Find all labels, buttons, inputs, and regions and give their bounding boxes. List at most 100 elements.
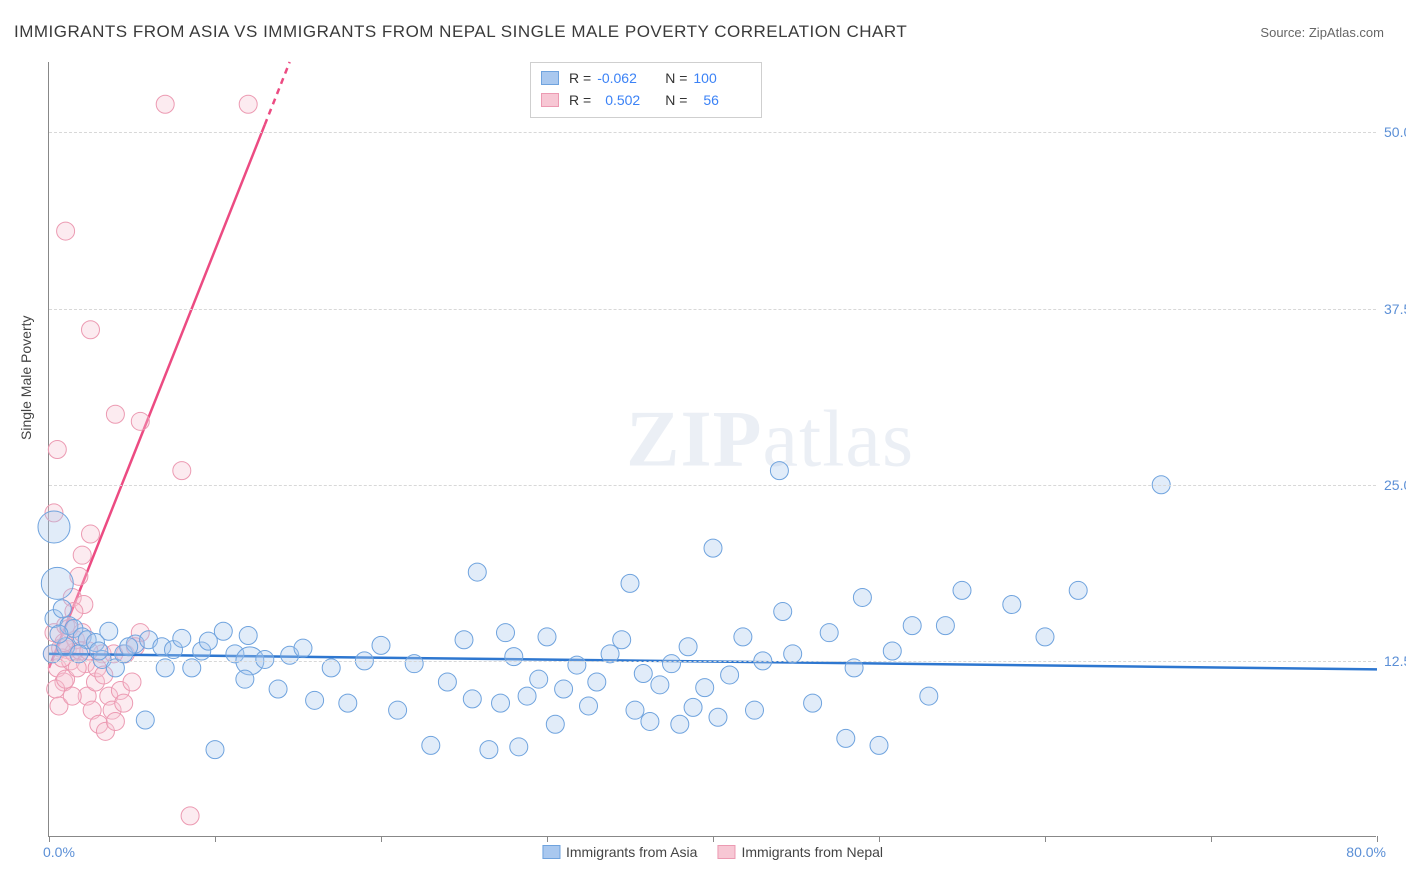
data-point — [269, 680, 287, 698]
x-tick — [713, 836, 714, 842]
data-point — [679, 638, 697, 656]
legend-stats: R = -0.062 N = 100 R = 0.502 N = 56 — [530, 62, 762, 118]
data-point — [136, 711, 154, 729]
data-point — [530, 670, 548, 688]
data-point — [339, 694, 357, 712]
stat-r-value: 0.502 — [597, 92, 655, 108]
data-point — [613, 631, 631, 649]
data-point — [53, 600, 71, 618]
data-point — [588, 673, 606, 691]
data-point — [239, 95, 257, 113]
data-point — [463, 690, 481, 708]
stat-r-label: R = — [569, 92, 591, 108]
data-point — [870, 736, 888, 754]
y-tick-label: 25.0% — [1384, 477, 1406, 493]
data-point — [90, 642, 108, 660]
data-point — [156, 95, 174, 113]
stat-n-value: 56 — [693, 92, 751, 108]
data-point — [671, 715, 689, 733]
data-point — [38, 511, 70, 543]
stat-n-label: N = — [665, 70, 687, 86]
data-point — [131, 412, 149, 430]
data-point — [239, 627, 257, 645]
stat-r-value: -0.062 — [597, 70, 655, 86]
gridline — [49, 661, 1376, 662]
data-point — [903, 617, 921, 635]
data-point — [41, 567, 73, 599]
data-point — [774, 603, 792, 621]
data-point — [389, 701, 407, 719]
x-tick — [381, 836, 382, 842]
data-point — [206, 741, 224, 759]
data-point — [538, 628, 556, 646]
x-tick — [879, 836, 880, 842]
data-point — [480, 741, 498, 759]
data-point — [120, 638, 138, 656]
gridline — [49, 132, 1376, 133]
data-point — [641, 712, 659, 730]
data-point — [621, 574, 639, 592]
data-point — [634, 665, 652, 683]
data-point — [48, 441, 66, 459]
data-point — [510, 738, 528, 756]
data-point — [492, 694, 510, 712]
data-point — [626, 701, 644, 719]
data-point — [804, 694, 822, 712]
data-point — [256, 650, 274, 668]
chart-svg — [49, 62, 1376, 836]
source-attribution: Source: ZipAtlas.com — [1260, 25, 1384, 40]
data-point — [746, 701, 764, 719]
data-point — [505, 648, 523, 666]
data-point — [684, 698, 702, 716]
data-point — [422, 736, 440, 754]
x-axis-max-label: 80.0% — [1346, 844, 1386, 860]
data-point — [455, 631, 473, 649]
x-tick — [1211, 836, 1212, 842]
data-point — [580, 697, 598, 715]
stat-n-value: 100 — [693, 70, 751, 86]
data-point — [173, 629, 191, 647]
data-point — [853, 588, 871, 606]
data-point — [546, 715, 564, 733]
data-point — [57, 222, 75, 240]
legend-swatch-asia — [542, 845, 560, 859]
x-tick — [1377, 836, 1378, 842]
x-tick — [49, 836, 50, 842]
data-point — [306, 691, 324, 709]
data-point — [663, 655, 681, 673]
x-tick — [1045, 836, 1046, 842]
data-point — [709, 708, 727, 726]
data-point — [63, 687, 81, 705]
data-point — [734, 628, 752, 646]
trend-line-dashed — [265, 62, 290, 125]
data-point — [555, 680, 573, 698]
source-label: Source: — [1260, 25, 1305, 40]
data-point — [181, 807, 199, 825]
data-point — [468, 563, 486, 581]
data-point — [106, 712, 124, 730]
gridline — [49, 485, 1376, 486]
data-point — [73, 546, 91, 564]
legend-label: Immigrants from Nepal — [741, 844, 883, 860]
gridline — [49, 309, 1376, 310]
legend-bottom: Immigrants from Asia Immigrants from Nep… — [542, 844, 883, 860]
data-point — [936, 617, 954, 635]
y-tick-label: 37.5% — [1384, 301, 1406, 317]
data-point — [837, 729, 855, 747]
data-point — [82, 525, 100, 543]
data-point — [123, 673, 141, 691]
legend-item-nepal: Immigrants from Nepal — [717, 844, 883, 860]
legend-swatch-nepal — [541, 93, 559, 107]
data-point — [953, 581, 971, 599]
data-point — [199, 632, 217, 650]
x-tick — [215, 836, 216, 842]
data-point — [100, 622, 118, 640]
stat-r-label: R = — [569, 70, 591, 86]
data-point — [651, 676, 669, 694]
source-link[interactable]: ZipAtlas.com — [1309, 25, 1384, 40]
data-point — [50, 625, 68, 643]
data-point — [438, 673, 456, 691]
data-point — [568, 656, 586, 674]
data-point — [497, 624, 515, 642]
plot-area: ZIPatlas 0.0% 80.0% Immigrants from Asia… — [48, 62, 1376, 837]
